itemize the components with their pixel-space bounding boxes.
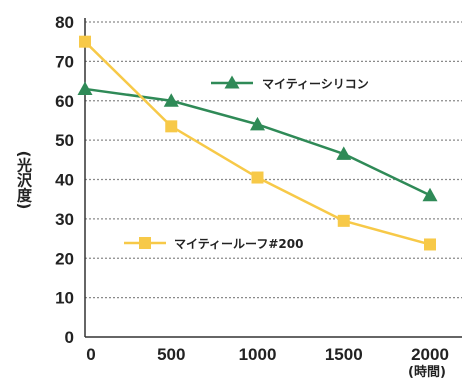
y-tick-label-60: 60 bbox=[55, 92, 74, 111]
y-tick-label-80: 80 bbox=[55, 13, 74, 32]
series-1-point-3 bbox=[336, 146, 352, 160]
series-2 bbox=[79, 35, 436, 251]
x-tick-label-1000: 1000 bbox=[239, 345, 277, 364]
y-tick-label-10: 10 bbox=[55, 289, 74, 308]
y-tick-label-70: 70 bbox=[55, 52, 74, 71]
series-1-point-0 bbox=[77, 81, 93, 95]
series-1-point-4 bbox=[422, 187, 438, 202]
x-tick-labels: 0 500 1000 1500 2000 bbox=[86, 345, 449, 364]
y-axis-label: (光沢度) bbox=[15, 151, 33, 210]
series-2-point-3 bbox=[337, 214, 350, 227]
x-axis-unit-label: (時間) bbox=[408, 364, 446, 380]
x-tick-label-500: 500 bbox=[157, 345, 185, 364]
series-2-point-0 bbox=[79, 35, 91, 48]
y-tick-labels: 0 10 20 30 40 50 60 70 80 bbox=[55, 13, 74, 347]
axis-layer bbox=[84, 18, 462, 338]
grid-layer bbox=[85, 21, 462, 299]
series-1-point-1 bbox=[163, 93, 179, 107]
y-tick-label-30: 30 bbox=[55, 210, 74, 229]
series-1-point-2 bbox=[250, 116, 265, 131]
legend-label-series-2: マイティールーフ#200 bbox=[174, 237, 303, 251]
y-tick-label-20: 20 bbox=[55, 249, 74, 268]
series-2-point-4 bbox=[424, 238, 436, 251]
legend-item-series-1: マイティーシリコン bbox=[211, 75, 369, 91]
series-2-point-1 bbox=[165, 120, 178, 133]
legend-item-series-2: マイティールーフ#200 bbox=[124, 237, 303, 251]
y-tick-label-40: 40 bbox=[55, 171, 74, 190]
x-tick-label-1500: 1500 bbox=[325, 345, 363, 364]
series-layer bbox=[77, 35, 438, 251]
legend-label-series-1: マイティーシリコン bbox=[262, 77, 369, 91]
series-2-point-2 bbox=[251, 171, 264, 184]
x-tick-label-2000: 2000 bbox=[411, 345, 449, 364]
legend-square-marker bbox=[139, 237, 151, 249]
y-tick-label-0: 0 bbox=[65, 328, 74, 347]
y-tick-label-50: 50 bbox=[55, 131, 74, 150]
series-2-line bbox=[84, 40, 431, 246]
legend-triangle-marker bbox=[224, 75, 240, 89]
x-tick-label-0: 0 bbox=[86, 345, 95, 364]
